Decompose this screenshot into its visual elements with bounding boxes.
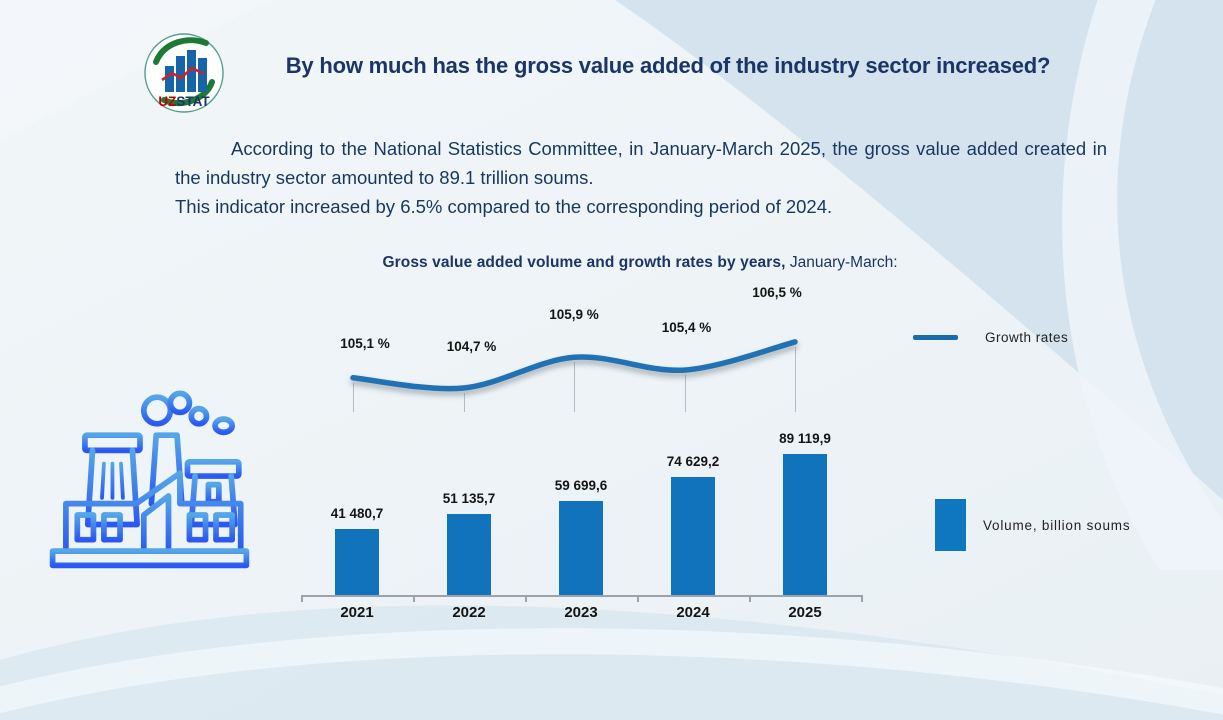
x-axis-tick [637,595,639,602]
x-axis [301,595,861,597]
leader-line [574,362,575,412]
leader-line [795,346,796,412]
chart-title-bold: Gross value added volume and growth rate… [382,254,786,271]
x-axis-tick [749,595,751,602]
page-title: By how much has the gross value added of… [285,53,1051,78]
chart-title: Gross value added volume and growth rate… [280,254,1000,272]
growth-rate-label: 105,9 % [549,307,599,323]
volume-bar [671,477,715,595]
x-axis-tick [301,595,303,602]
legend-volume-label: Volume, billion soums [983,517,1131,533]
x-axis-tick [413,595,415,602]
body-paragraph-2: This indicator increased by 6.5% compare… [175,196,833,218]
body-paragraph-1: According to the National Statistics Com… [175,138,1107,189]
legend-growth-rates: Growth rates [913,330,1068,345]
year-label: 2024 [676,604,710,621]
volume-bar [447,514,491,595]
leader-line [684,375,686,412]
body-text: According to the National Statistics Com… [175,134,1107,222]
growth-rate-label: 104,7 % [446,339,497,354]
svg-text:UZSTAT: UZSTAT [158,94,210,109]
logo-trendline [161,66,205,82]
growth-rate-label: 105,4 % [661,320,712,336]
bar-value-label: 59 699,6 [554,477,608,493]
legend-volume: Volume, billion soums [935,499,1130,551]
logo-bars [165,50,207,92]
bar-value-label: 74 629,2 [666,454,720,470]
year-label: 2025 [788,604,822,621]
factory-icon [49,390,250,569]
chart-title-regular: January-March: [785,254,898,271]
uzstat-logo: UZSTAT [144,33,224,113]
bar-value-label: 41 480,7 [330,506,384,522]
leader-line [353,382,354,412]
bar-value-label: 89 119,9 [779,431,831,447]
bar-series-swatch [935,499,966,551]
line-series-swatch [913,335,958,340]
volume-bar [335,529,379,595]
year-label: 2021 [340,604,374,621]
x-axis-tick [861,595,863,602]
year-label: 2023 [564,604,598,621]
growth-rate-label: 105,1 % [340,335,390,351]
volume-bar [559,500,603,595]
leader-line [463,393,465,412]
legend-growth-rates-label: Growth rates [985,330,1069,345]
x-axis-tick [525,595,527,602]
volume-bar [783,454,827,595]
year-label: 2022 [452,604,486,621]
bar-value-label: 51 135,7 [442,491,496,507]
logo-text-uz: UZ [158,94,176,109]
logo-text-stat: STAT [176,94,210,109]
growth-rate-label: 106,5 % [752,284,802,300]
